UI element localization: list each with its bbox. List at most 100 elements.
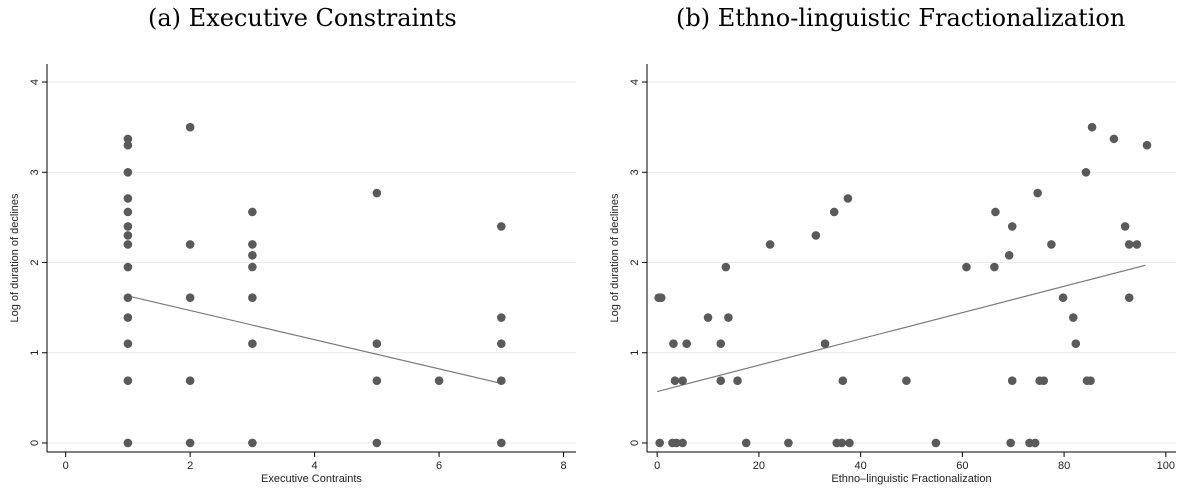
point-a-34	[497, 376, 506, 386]
y-tick-label-b-1: 1	[629, 350, 641, 356]
point-a-22	[248, 262, 257, 272]
point-b-17	[765, 240, 775, 249]
point-a-27	[372, 339, 382, 349]
point-b-12	[716, 376, 726, 386]
point-b-28	[931, 438, 941, 448]
point-b-15	[733, 376, 742, 386]
point-a-11	[123, 339, 133, 349]
point-a-12	[123, 376, 133, 386]
point-b-26	[845, 438, 854, 448]
point-a-24	[248, 339, 257, 349]
point-a-9	[123, 293, 133, 303]
point-b-5	[678, 438, 687, 448]
point-a-31	[497, 222, 506, 231]
point-b-8	[678, 376, 687, 386]
point-b-16	[741, 438, 751, 448]
point-a-7	[123, 240, 133, 249]
x-tick-label-b-1: 20	[753, 460, 765, 472]
x-tick-label-b-4: 80	[1058, 460, 1070, 472]
x-tick-label-b-3: 60	[956, 460, 968, 472]
point-b-4	[672, 438, 681, 448]
point-a-33	[497, 339, 506, 349]
y-tick-label-a-2: 2	[29, 259, 41, 265]
point-b-50	[1120, 222, 1130, 231]
point-b-13	[721, 262, 731, 272]
point-a-17	[185, 376, 195, 386]
point-a-13	[123, 438, 133, 448]
point-a-23	[248, 293, 257, 303]
y-tick-label-b-3: 3	[629, 169, 641, 175]
point-b-29	[962, 262, 971, 272]
y-tick-label-b-2: 2	[629, 259, 641, 265]
point-b-19	[811, 231, 821, 240]
y-tick-label-a-1: 1	[29, 350, 41, 356]
point-b-52	[1124, 293, 1134, 303]
y-tick-label-b-4: 4	[629, 79, 641, 85]
point-b-34	[1007, 376, 1017, 386]
point-b-6	[669, 339, 678, 349]
point-a-5	[123, 222, 133, 231]
point-b-10	[703, 313, 713, 322]
point-b-11	[716, 339, 726, 349]
point-b-27	[902, 376, 911, 386]
x-tick-label-b-2: 40	[855, 460, 867, 472]
point-a-21	[248, 250, 257, 260]
point-a-32	[497, 313, 506, 322]
point-b-25	[843, 194, 853, 203]
panel-title-b: (b) Ethno-linguistic Fractionalization	[676, 4, 1126, 32]
point-a-19	[248, 207, 257, 217]
point-b-18	[784, 438, 793, 448]
point-a-10	[123, 313, 133, 322]
point-b-40	[1039, 376, 1049, 386]
x-axis-title-b: Ethno–linguistic Fractionalization	[831, 473, 991, 485]
point-a-29	[372, 438, 382, 448]
y-axis-title-a: Log of duration of declines	[9, 193, 21, 323]
point-b-45	[1081, 167, 1091, 177]
x-tick-label-a-0: 0	[63, 460, 69, 472]
point-a-15	[185, 240, 195, 249]
point-b-23	[838, 376, 848, 386]
point-b-49	[1109, 134, 1119, 144]
point-b-7	[670, 376, 680, 386]
point-b-53	[1132, 240, 1142, 249]
point-b-47	[1086, 376, 1095, 386]
point-a-14	[185, 122, 195, 132]
point-b-32	[1004, 250, 1014, 260]
point-b-2	[655, 438, 665, 448]
x-tick-label-a-3: 6	[436, 460, 442, 472]
point-b-21	[829, 207, 839, 217]
point-b-43	[1068, 313, 1078, 322]
point-b-33	[1006, 438, 1015, 448]
x-axis-title-a: Executive Contraints	[261, 473, 362, 485]
point-a-6	[123, 231, 133, 240]
point-a-30	[434, 376, 444, 386]
point-b-48	[1087, 122, 1097, 132]
point-b-41	[1047, 240, 1056, 249]
point-a-18	[185, 438, 195, 448]
point-b-31	[991, 207, 1000, 217]
x-tick-label-a-4: 8	[560, 460, 566, 472]
x-tick-label-b-0: 0	[654, 460, 660, 472]
point-b-37	[1030, 438, 1040, 448]
point-b-54	[1142, 140, 1152, 150]
point-b-35	[1007, 222, 1017, 231]
point-a-3	[123, 194, 133, 203]
point-a-0	[123, 134, 133, 144]
point-a-25	[248, 438, 257, 448]
point-a-28	[372, 376, 382, 386]
point-b-1	[656, 293, 666, 303]
point-a-8	[123, 262, 133, 272]
x-tick-label-b-5: 100	[1157, 460, 1175, 472]
y-tick-label-b-0: 0	[629, 440, 641, 446]
point-a-16	[185, 293, 195, 303]
y-tick-label-a-3: 3	[29, 169, 41, 175]
point-a-2	[123, 167, 133, 177]
point-b-44	[1071, 339, 1081, 349]
fit-line-a	[127, 295, 502, 385]
y-axis-title-b: Log of duration of declines	[609, 193, 621, 323]
point-b-20	[820, 339, 830, 349]
x-tick-label-a-2: 4	[312, 460, 318, 472]
point-b-30	[990, 262, 999, 272]
point-b-14	[724, 313, 733, 322]
